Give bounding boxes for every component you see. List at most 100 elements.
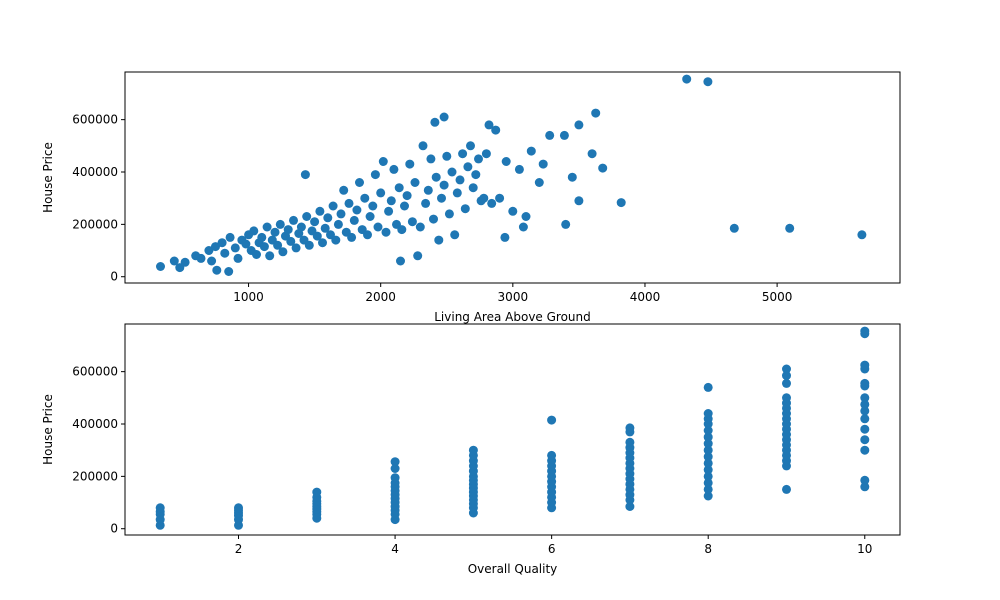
data-point xyxy=(703,439,713,449)
data-point xyxy=(376,188,386,198)
data-point xyxy=(265,251,275,261)
data-point xyxy=(410,178,420,187)
data-point xyxy=(860,393,870,403)
data-point xyxy=(703,471,713,481)
data-point xyxy=(339,185,349,195)
data-point xyxy=(259,242,269,252)
data-point xyxy=(587,149,597,159)
y-tick-label: 200000 xyxy=(72,217,118,231)
data-point xyxy=(402,191,412,201)
data-point xyxy=(386,196,396,206)
data-point xyxy=(439,112,449,122)
data-point xyxy=(234,503,243,513)
data-point xyxy=(363,230,372,240)
data-point xyxy=(487,198,497,208)
x-tick-label: 8 xyxy=(704,542,712,556)
data-point xyxy=(233,253,243,263)
data-point xyxy=(390,473,400,483)
data-point xyxy=(300,170,310,180)
data-point xyxy=(289,215,298,225)
x-tick-label: 6 xyxy=(548,542,556,556)
data-point xyxy=(333,219,343,229)
data-point xyxy=(860,445,870,455)
data-point xyxy=(508,206,518,216)
data-point xyxy=(204,246,214,255)
data-point xyxy=(479,193,489,203)
data-point xyxy=(355,178,364,187)
data-point xyxy=(196,253,206,263)
data-point xyxy=(444,209,454,219)
data-point xyxy=(347,232,357,242)
data-point xyxy=(538,159,548,169)
data-point xyxy=(447,167,457,177)
data-point xyxy=(703,491,713,501)
data-point xyxy=(331,235,341,245)
data-point xyxy=(703,445,713,455)
data-point xyxy=(257,232,267,242)
data-point xyxy=(500,232,510,242)
data-point xyxy=(785,223,795,233)
data-point xyxy=(169,256,179,266)
data-point xyxy=(703,452,713,462)
data-point xyxy=(262,222,272,232)
data-point xyxy=(860,424,870,434)
y-tick-label: 200000 xyxy=(72,469,118,483)
data-point xyxy=(407,217,417,227)
data-point xyxy=(860,406,870,416)
data-point xyxy=(156,262,165,271)
axes-frame xyxy=(124,71,901,284)
data-point xyxy=(336,209,346,219)
data-point xyxy=(310,217,320,227)
y-axis-ticks: 0 200000 400000 600000 xyxy=(72,113,125,284)
data-point xyxy=(860,475,870,485)
x-tick-label: 2000 xyxy=(365,290,396,304)
data-point xyxy=(501,157,511,166)
data-point xyxy=(155,503,165,513)
y-axis-label: House Price xyxy=(41,142,55,213)
data-point xyxy=(703,426,713,435)
data-point xyxy=(405,159,415,169)
y-tick-label: 0 xyxy=(110,270,118,284)
data-point xyxy=(682,74,692,84)
data-point xyxy=(278,247,288,257)
data-point xyxy=(390,457,400,467)
data-point xyxy=(625,437,635,447)
data-point xyxy=(547,415,557,425)
data-point xyxy=(782,371,791,381)
x-tick-label: 3000 xyxy=(498,290,529,304)
data-point xyxy=(545,130,555,140)
data-point xyxy=(860,378,870,388)
data-point xyxy=(481,149,491,159)
data-point xyxy=(463,162,473,172)
data-point xyxy=(703,458,713,468)
data-point xyxy=(860,326,870,336)
data-point xyxy=(468,183,478,193)
data-point xyxy=(616,198,626,208)
data-point xyxy=(567,172,577,182)
data-point xyxy=(703,478,713,488)
data-point xyxy=(782,393,791,403)
data-point xyxy=(370,170,380,180)
x-tick-label: 4000 xyxy=(630,290,661,304)
data-point xyxy=(286,236,296,246)
data-point xyxy=(452,188,462,198)
y-tick-label: 400000 xyxy=(72,165,118,179)
data-point xyxy=(384,206,394,216)
data-point xyxy=(547,450,557,460)
y-tick-label: 400000 xyxy=(72,417,118,431)
data-point xyxy=(491,125,501,135)
x-axis-label: Living Area Above Ground xyxy=(434,310,591,324)
data-point xyxy=(860,399,870,409)
x-axis-ticks: 1000 2000 3000 4000 5000 xyxy=(233,283,792,304)
data-point xyxy=(495,193,505,203)
x-axis-ticks: 2 4 6 8 10 xyxy=(235,535,872,556)
data-point xyxy=(373,222,383,232)
data-point xyxy=(360,193,370,203)
data-point xyxy=(521,212,531,221)
data-point xyxy=(518,222,528,232)
data-point xyxy=(782,364,791,374)
data-point xyxy=(273,240,283,250)
data-point xyxy=(860,435,870,445)
data-point xyxy=(514,164,524,174)
